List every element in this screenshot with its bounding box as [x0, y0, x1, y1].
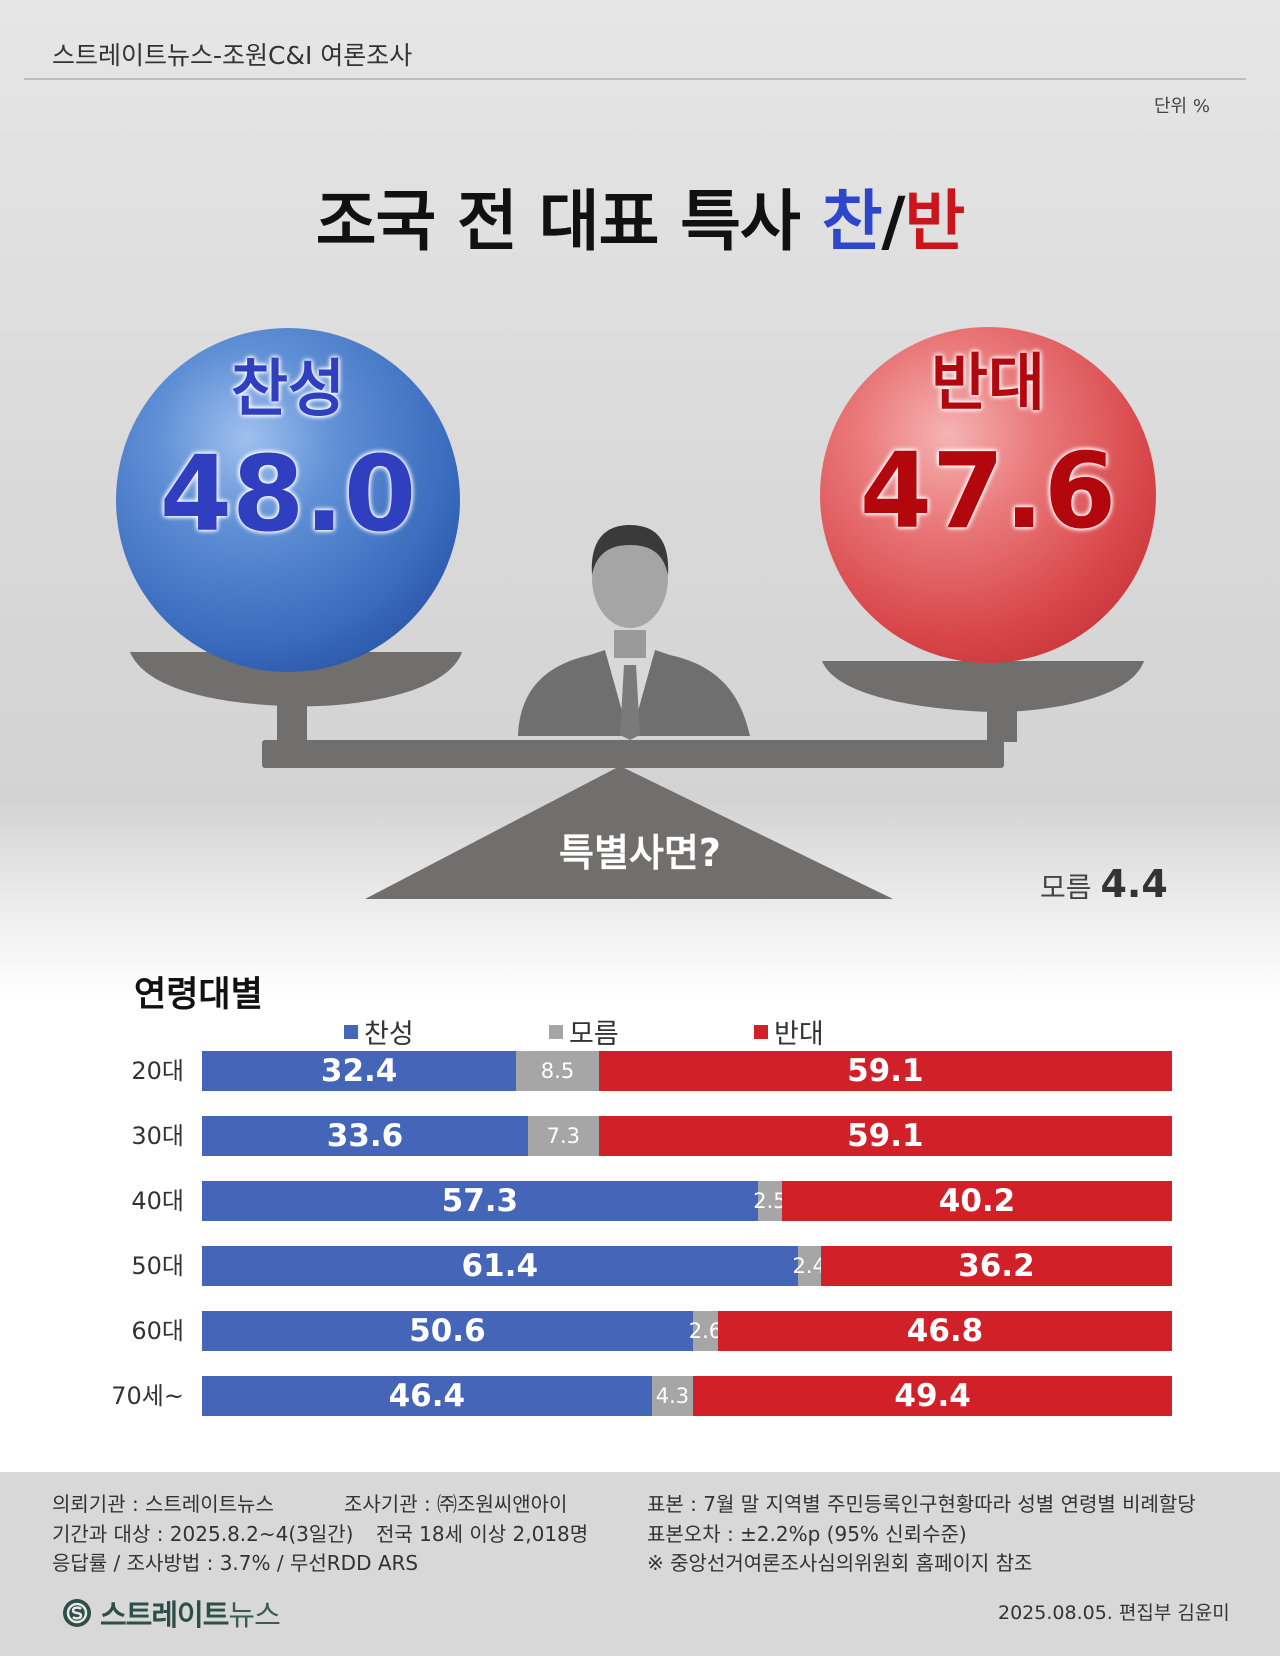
brand-name: 스트레이트뉴스: [100, 1592, 281, 1634]
value-label-unknown: 7.3: [546, 1124, 580, 1148]
age-section-title: 연령대별: [134, 975, 263, 1015]
value-label-pro: 32.4: [320, 1053, 398, 1089]
footer-sample: 표본 : 7월 말 지역별 주민등록인구현황따라 성별 연령별 비례할당: [647, 1492, 1196, 1516]
bar-segment-unknown: 2.6: [689, 1311, 722, 1351]
value-label-pro: 33.6: [326, 1118, 404, 1154]
age-label: 60대: [131, 1317, 184, 1345]
value-label-con: 59.1: [847, 1053, 924, 1089]
bar-segment-pro: 61.4: [202, 1246, 798, 1286]
legend-label-pro: 찬성: [364, 1019, 414, 1050]
value-label-con: 46.8: [906, 1313, 984, 1349]
age-label: 20대: [131, 1057, 184, 1085]
unknown-overall: 모름 4.4: [1040, 862, 1168, 906]
person-photo: [518, 525, 750, 740]
bar-segment-con: 46.8: [718, 1311, 1172, 1351]
value-label-con: 49.4: [894, 1378, 971, 1414]
value-label-pro: 46.4: [388, 1378, 466, 1414]
bar-segment-con: 36.2: [820, 1246, 1172, 1286]
footer-error: 표본오차 : ±2.2%p (95% 신뢰수준): [647, 1522, 967, 1546]
question-label: 특별사면?: [559, 831, 721, 875]
title-text: 조국 전 대표 특사: [315, 183, 822, 260]
header-divider: [24, 78, 1246, 80]
bar-segment-pro: 46.4: [202, 1376, 652, 1416]
bar-segment-pro: 33.6: [202, 1116, 528, 1156]
unknown-label: 모름: [1040, 871, 1092, 904]
bar-segment-pro: 57.3: [202, 1181, 758, 1221]
age-bar-row: 61.4 2.4 36.2: [202, 1246, 1172, 1286]
legend-label-con: 반대: [774, 1019, 824, 1050]
title-slash: /: [881, 183, 905, 260]
brand-logo: 스트레이트뉴스: [62, 1592, 281, 1634]
balance-scale-graphic: [116, 327, 1156, 899]
bar-segment-con: 40.2: [782, 1181, 1172, 1221]
brand-main: 스트레이트: [100, 1598, 229, 1632]
unit-label: 단위 %: [1154, 96, 1210, 117]
footer-sample-size: 전국 18세 이상 2,018명: [376, 1522, 589, 1546]
page-title: 조국 전 대표 특사 찬/반: [0, 168, 1280, 264]
bar-segment-unknown: 2.4: [793, 1246, 826, 1286]
age-bar-row: 32.4 8.5 59.1: [202, 1051, 1172, 1091]
legend-item-unknown: 모름: [549, 1012, 619, 1051]
bar-segment-unknown: 4.3: [651, 1376, 694, 1416]
value-label-pro: 61.4: [461, 1248, 539, 1284]
legend-swatch-con: [754, 1024, 768, 1039]
value-label-unknown: 2.4: [792, 1254, 826, 1278]
header-title: 스트레이트뉴스-조원C&I 여론조사: [52, 41, 413, 70]
age-bar-row: 46.4 4.3 49.4: [202, 1376, 1172, 1416]
bar-segment-con: 59.1: [598, 1051, 1172, 1091]
scale-base: [365, 766, 893, 899]
scale-beam: [262, 740, 1004, 768]
age-label: 30대: [131, 1122, 184, 1150]
value-label-con: 36.2: [958, 1248, 1035, 1284]
pro-sphere: [116, 328, 460, 672]
bar-segment-unknown: 7.3: [527, 1116, 599, 1156]
age-label: 50대: [131, 1252, 184, 1280]
pro-label: 찬성: [230, 352, 346, 425]
age-label: 40대: [131, 1187, 184, 1215]
bar-segment-unknown: 8.5: [516, 1051, 599, 1091]
legend-item-con: 반대: [754, 1012, 824, 1051]
footer-period: 기간과 대상 : 2025.8.2~4(3일간): [52, 1522, 354, 1546]
bar-segment-pro: 50.6: [202, 1311, 693, 1351]
pro-value: 48.0: [159, 433, 417, 555]
age-label: 70세~: [111, 1382, 184, 1410]
bar-segment-con: 49.4: [693, 1376, 1172, 1416]
title-pro: 찬: [821, 183, 883, 260]
legend-swatch-pro: [344, 1024, 358, 1039]
bar-segment-unknown: 2.5: [753, 1181, 787, 1221]
value-label-unknown: 4.3: [655, 1384, 690, 1408]
bar-segment-con: 59.1: [598, 1116, 1172, 1156]
value-label-pro: 50.6: [409, 1313, 486, 1349]
title-con: 반: [904, 183, 966, 260]
age-bar-row: 57.3 2.5 40.2: [202, 1181, 1172, 1221]
brand-suffix: 뉴스: [228, 1598, 280, 1632]
age-bar-row: 50.6 2.6 46.8: [202, 1311, 1172, 1351]
footer-agency: 조사기관 : ㈜조원씨앤아이: [344, 1492, 568, 1516]
con-label: 반대: [930, 346, 1046, 419]
value-label-pro: 57.3: [441, 1183, 519, 1219]
right-pan: [822, 661, 1144, 712]
footer-requester: 의뢰기관 : 스트레이트뉴스: [52, 1492, 274, 1516]
age-bar-row: 33.6 7.3 59.1: [202, 1116, 1172, 1156]
value-label-con: 59.1: [847, 1118, 924, 1154]
date-credit: 2025.08.05. 편집부 김윤미: [998, 1602, 1230, 1624]
brand-logo-icon: [63, 1599, 91, 1627]
footer-note: ※ 중앙선거여론조사심의위원회 홈페이지 참조: [647, 1551, 1033, 1575]
value-label-unknown: 8.5: [540, 1059, 575, 1083]
legend-label-unknown: 모름: [569, 1019, 619, 1050]
unknown-value: 4.4: [1100, 862, 1168, 906]
value-label-con: 40.2: [938, 1183, 1016, 1219]
left-pan: [130, 652, 462, 707]
value-label-unknown: 2.6: [688, 1319, 723, 1343]
bar-segment-pro: 32.4: [202, 1051, 517, 1091]
con-value: 47.6: [859, 430, 1117, 552]
footer-method: 응답률 / 조사방법 : 3.7% / 무선RDD ARS: [52, 1551, 419, 1575]
con-sphere: [820, 327, 1156, 663]
value-label-unknown: 2.5: [753, 1189, 787, 1213]
footer-band: [0, 1472, 1280, 1656]
legend-item-pro: 찬성: [344, 1012, 414, 1051]
legend-swatch-unknown: [549, 1024, 563, 1039]
